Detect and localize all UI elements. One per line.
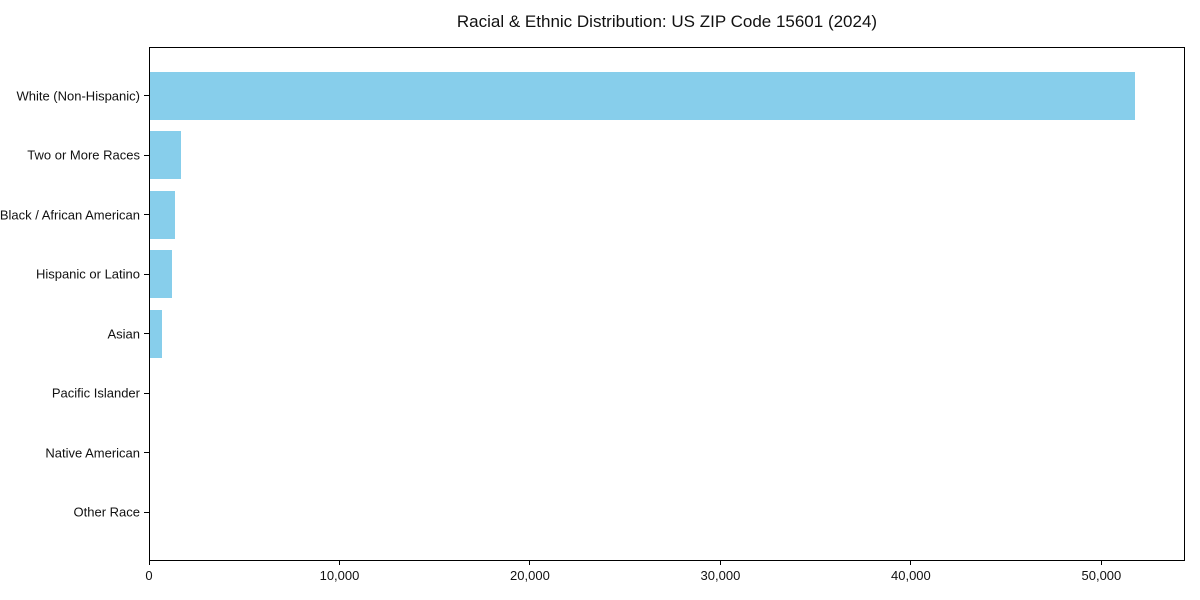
bar-row: Asian	[107, 304, 1184, 364]
y-tick-mark	[144, 214, 149, 216]
bar	[150, 131, 182, 180]
bar-row: Hispanic or Latino	[36, 245, 1184, 305]
x-tick-mark	[148, 560, 150, 565]
bar-row: Native American	[45, 423, 1184, 483]
y-tick-mark	[144, 452, 149, 454]
y-tick-label: Black / African American	[0, 207, 140, 223]
x-tick-label: 30,000	[700, 568, 741, 583]
y-tick-label: Hispanic or Latino	[35, 266, 140, 282]
x-tick-mark	[338, 560, 340, 565]
y-tick-label: Pacific Islander	[51, 385, 140, 401]
y-tick-label: Native American	[45, 445, 140, 461]
bar-row: Two or More Races	[27, 126, 1184, 186]
y-tick-mark	[144, 333, 149, 335]
x-tick-label: 20,000	[510, 568, 550, 583]
x-tick-label: 50,000	[1081, 568, 1122, 583]
bar-row: Other Race	[74, 483, 1184, 543]
x-tick-label: 40,000	[891, 568, 931, 583]
y-tick-label: Other Race	[73, 504, 140, 520]
bar	[150, 250, 173, 299]
y-tick-label: White (Non-Hispanic)	[16, 88, 140, 104]
x-tick-mark	[529, 560, 531, 565]
x-tick-label: 0	[145, 568, 153, 583]
y-tick-mark	[144, 392, 149, 394]
bar-row: White (Non-Hispanic)	[16, 66, 1184, 126]
x-tick-mark	[719, 560, 721, 565]
y-tick-mark	[144, 511, 149, 513]
chart-title: Racial & Ethnic Distribution: US ZIP Cod…	[456, 12, 878, 31]
plot-area: White (Non-Hispanic) Two or More Races Bla…	[0, 47, 1185, 561]
bar-row: Black / African American	[0, 185, 1184, 245]
bar-row: Pacific Islander	[52, 364, 1184, 424]
bar	[150, 309, 162, 358]
bar	[150, 190, 175, 239]
x-tick-mark	[1100, 560, 1102, 565]
y-tick-label: Asian	[107, 326, 140, 342]
x-tick-mark	[910, 560, 912, 565]
bar	[150, 71, 1135, 120]
y-tick-mark	[144, 154, 149, 156]
x-tick-label: 10,000	[319, 568, 360, 583]
y-tick-mark	[144, 95, 149, 97]
y-tick-label: Two or More Races	[27, 147, 140, 163]
x-axis: 0 10,000 20,000 30,000 40,000 50,000	[145, 560, 1185, 590]
y-tick-mark	[144, 273, 149, 275]
